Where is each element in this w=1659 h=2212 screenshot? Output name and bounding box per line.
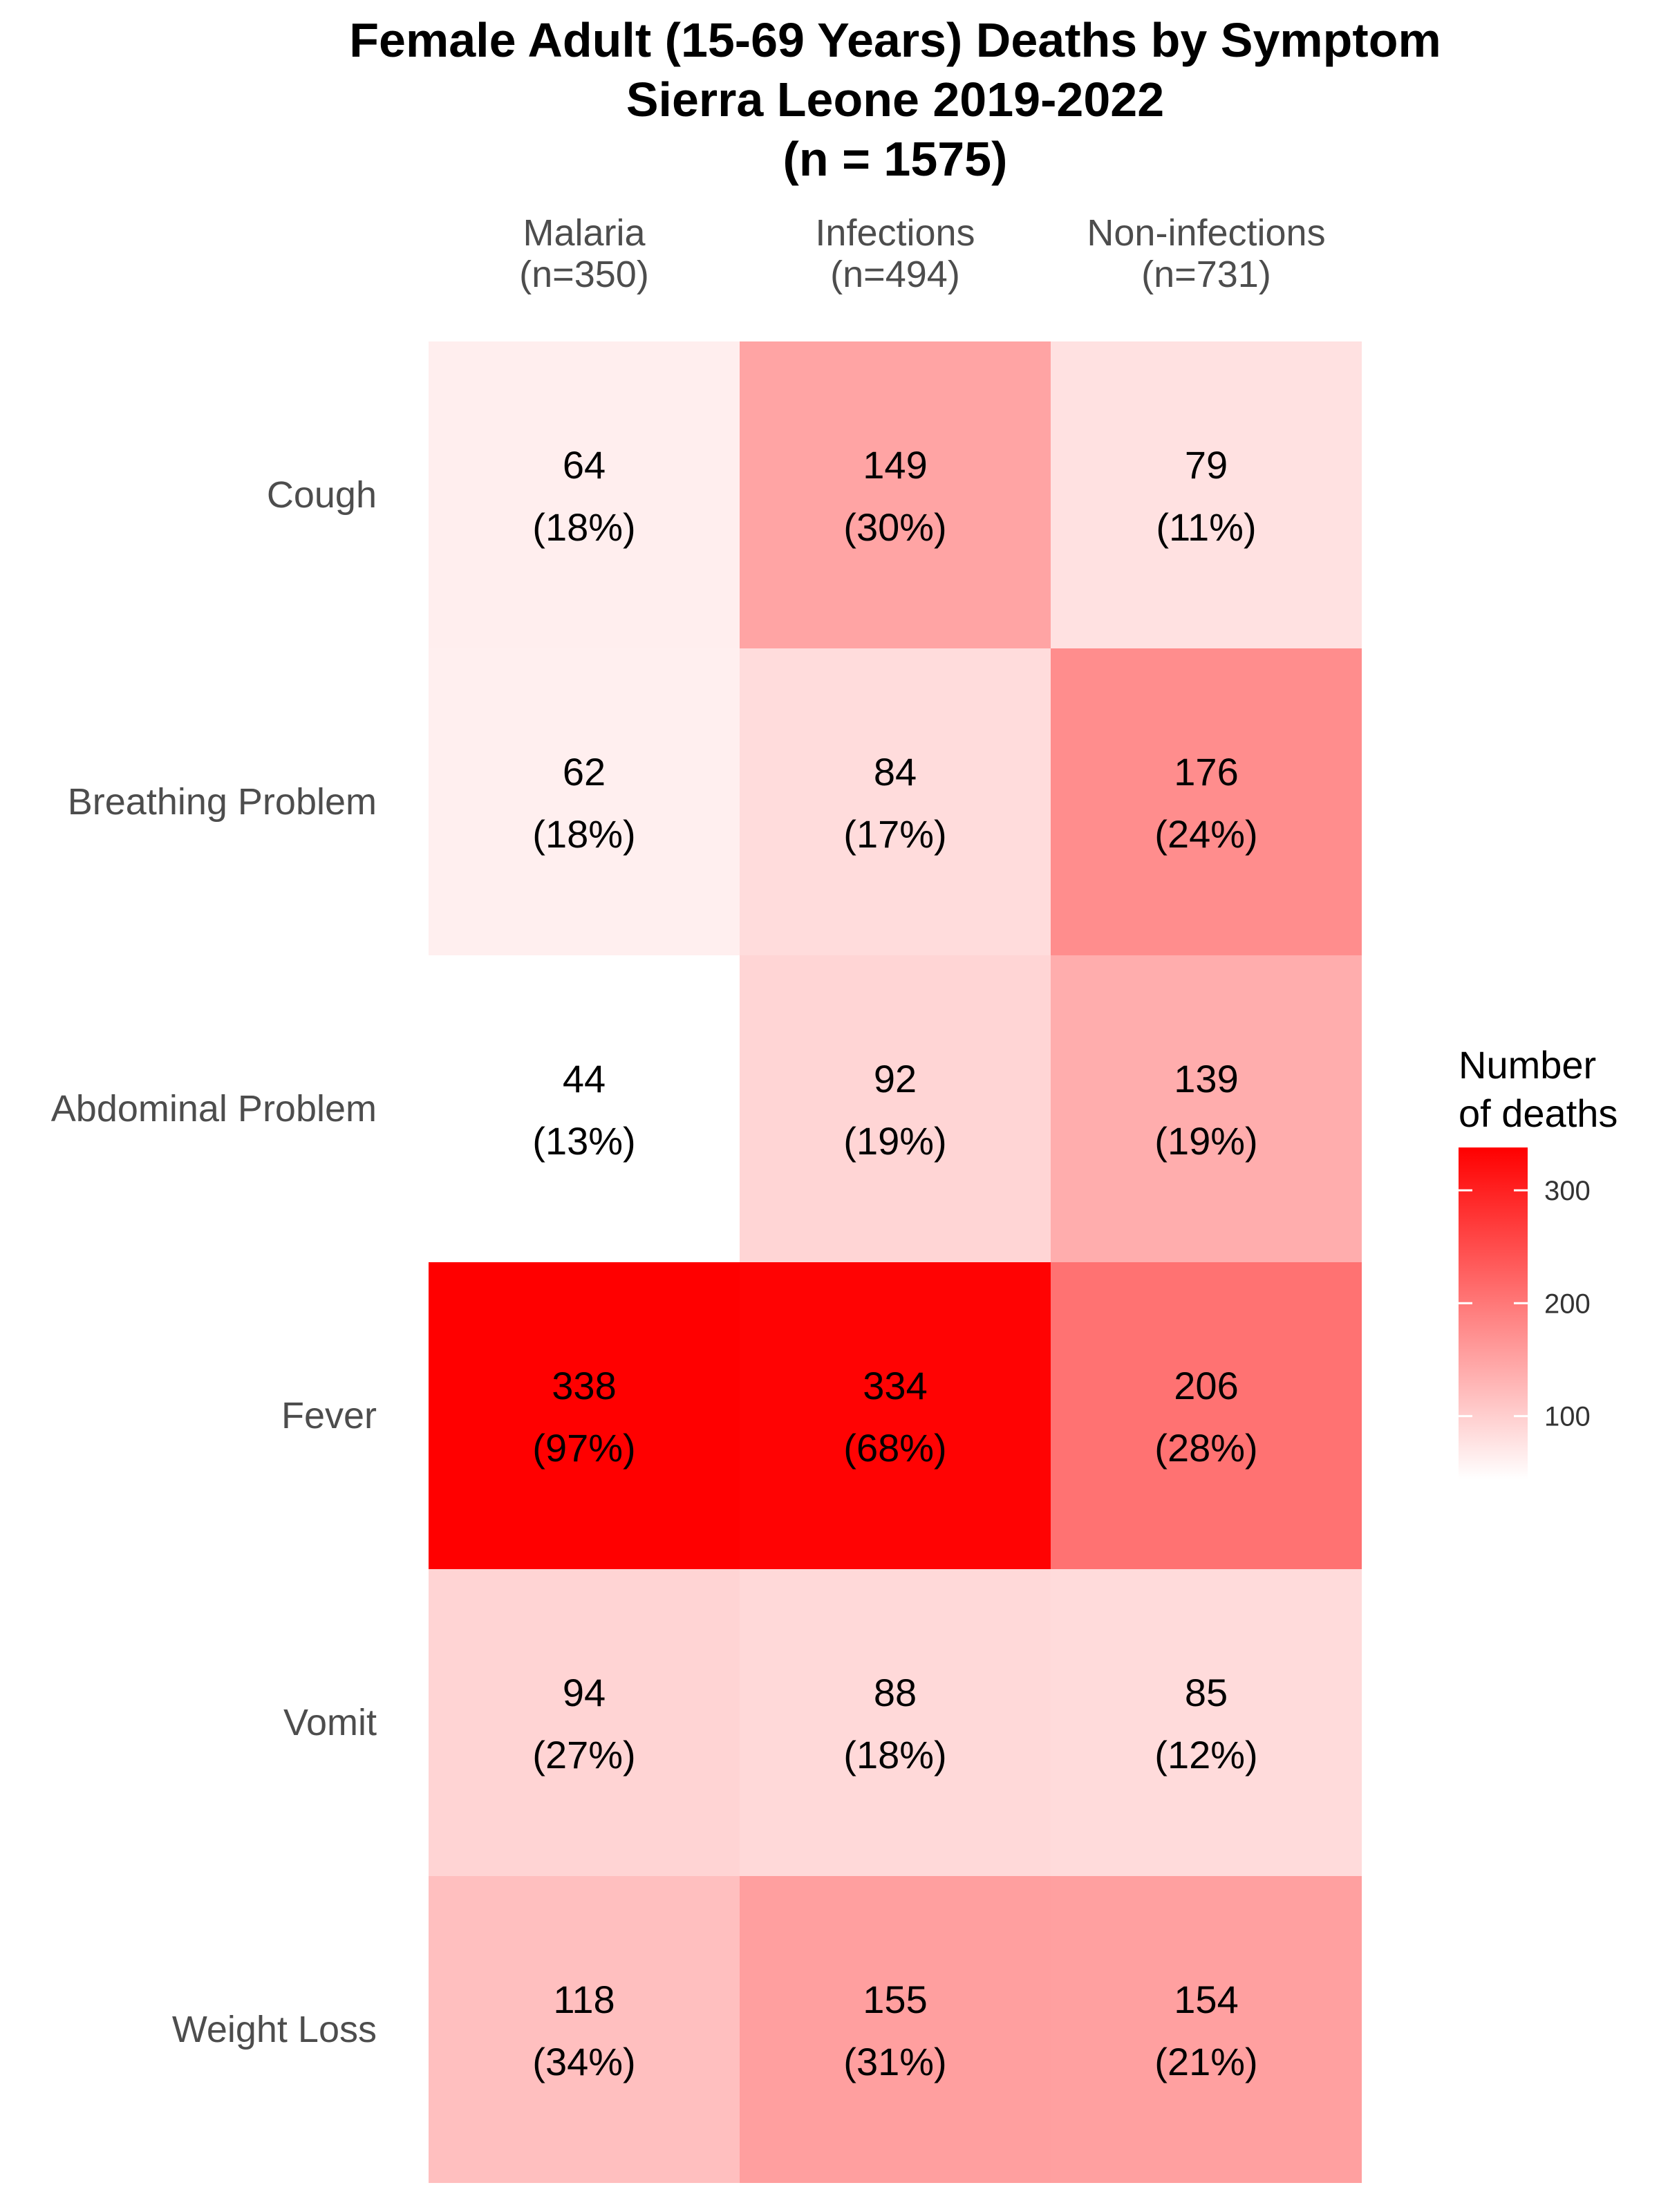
heatmap-cell bbox=[1051, 1569, 1362, 1876]
cell-value-label: 154 bbox=[1174, 1978, 1238, 2021]
title-line-2: Sierra Leone 2019-2022 bbox=[626, 73, 1164, 126]
cell-percent-label: (12%) bbox=[1154, 1733, 1257, 1777]
cell-percent-label: (13%) bbox=[532, 1119, 635, 1163]
cell-value-label: 88 bbox=[874, 1671, 917, 1714]
heatmap-cell bbox=[740, 1569, 1051, 1876]
row-label-2: Abdominal Problem bbox=[51, 1088, 377, 1130]
column-labels: Malaria(n=350) Infections(n=494) Non-infec… bbox=[519, 212, 1325, 295]
cell-value-label: 84 bbox=[874, 750, 917, 794]
legend-ticks: 100 200 300 bbox=[1459, 1176, 1591, 1432]
heatmap-cell bbox=[429, 648, 740, 955]
cell-value-label: 85 bbox=[1185, 1671, 1228, 1714]
cell-value-label: 149 bbox=[863, 443, 927, 487]
column-label-2: Non-infections bbox=[1087, 212, 1325, 254]
heatmap-cell bbox=[429, 1569, 740, 1876]
heatmap-cell bbox=[740, 1876, 1051, 2183]
column-label-0: Malaria bbox=[523, 212, 646, 254]
column-n-label-2: (n=731) bbox=[1141, 254, 1271, 295]
cell-value-label: 206 bbox=[1174, 1364, 1238, 1407]
cell-percent-label: (11%) bbox=[1156, 505, 1256, 549]
cell-value-label: 118 bbox=[553, 1978, 615, 2021]
row-label-3: Fever bbox=[281, 1395, 377, 1436]
row-labels: Cough Breathing Problem Abdominal Problem F… bbox=[51, 474, 377, 2050]
legend-title-line-1: Number bbox=[1459, 1043, 1596, 1087]
cell-value-label: 79 bbox=[1185, 443, 1228, 487]
heatmap-cell bbox=[1051, 341, 1362, 648]
heatmap-cell bbox=[1051, 648, 1362, 955]
heatmap-cell bbox=[429, 1876, 740, 2183]
cell-value-label: 44 bbox=[563, 1057, 606, 1100]
cell-value-label: 155 bbox=[863, 1978, 927, 2021]
color-legend: Number of deaths 100 200 300 bbox=[1459, 1043, 1618, 1479]
legend-tick-label-0: 100 bbox=[1544, 1402, 1591, 1432]
chart-title: Female Adult (15-69 Years) Deaths by Sym… bbox=[349, 13, 1441, 186]
row-label-1: Breathing Problem bbox=[68, 781, 377, 823]
heatmap-cell bbox=[429, 341, 740, 648]
title-line-3: (n = 1575) bbox=[783, 132, 1008, 186]
cell-value-label: 92 bbox=[874, 1057, 917, 1100]
cell-value-label: 139 bbox=[1174, 1057, 1238, 1100]
cell-percent-label: (18%) bbox=[532, 812, 635, 856]
cell-percent-label: (19%) bbox=[1154, 1119, 1257, 1163]
cell-value-label: 94 bbox=[563, 1671, 606, 1714]
heatmap-cell bbox=[1051, 955, 1362, 1262]
cell-percent-label: (27%) bbox=[532, 1733, 635, 1777]
cell-percent-label: (68%) bbox=[843, 1426, 946, 1470]
column-label-1: Infections bbox=[815, 212, 975, 254]
cell-percent-label: (18%) bbox=[843, 1733, 946, 1777]
cell-value-label: 334 bbox=[863, 1364, 927, 1407]
heatmap-cell bbox=[740, 1262, 1051, 1569]
cell-percent-label: (31%) bbox=[843, 2040, 946, 2083]
cell-percent-label: (28%) bbox=[1154, 1426, 1257, 1470]
cell-percent-label: (30%) bbox=[843, 505, 946, 549]
cell-value-label: 62 bbox=[563, 750, 606, 794]
cell-value-label: 64 bbox=[563, 443, 606, 487]
row-label-4: Vomit bbox=[283, 1702, 377, 1743]
row-label-5: Weight Loss bbox=[172, 2009, 377, 2050]
title-line-1: Female Adult (15-69 Years) Deaths by Sym… bbox=[349, 13, 1441, 67]
cell-value-label: 176 bbox=[1174, 750, 1238, 794]
legend-tick-label-1: 200 bbox=[1544, 1288, 1591, 1319]
row-label-0: Cough bbox=[267, 474, 377, 516]
heatmap-cell bbox=[740, 648, 1051, 955]
heatmap-cell bbox=[1051, 1262, 1362, 1569]
heatmap-cell bbox=[740, 955, 1051, 1262]
cell-percent-label: (18%) bbox=[532, 505, 635, 549]
heatmap-cell bbox=[429, 955, 740, 1262]
cell-percent-label: (97%) bbox=[532, 1426, 635, 1470]
cell-percent-label: (21%) bbox=[1154, 2040, 1257, 2083]
legend-title-line-2: of deaths bbox=[1459, 1091, 1618, 1135]
heatmap-cells: 64 (18%) 149 (30%) 79 (11%) 62 (18%) 84 (17%) 176 (… bbox=[429, 341, 1362, 2183]
cell-percent-label: (34%) bbox=[532, 2040, 635, 2083]
heatmap-cell bbox=[1051, 1876, 1362, 2183]
cell-percent-label: (17%) bbox=[843, 812, 946, 856]
legend-color-bar bbox=[1459, 1147, 1528, 1479]
column-n-label-1: (n=494) bbox=[830, 254, 960, 295]
heatmap-cell bbox=[740, 341, 1051, 648]
column-n-label-0: (n=350) bbox=[519, 254, 649, 295]
cell-percent-label: (24%) bbox=[1154, 812, 1257, 856]
legend-tick-label-2: 300 bbox=[1544, 1176, 1591, 1206]
cell-percent-label: (19%) bbox=[843, 1119, 946, 1163]
cell-value-label: 338 bbox=[552, 1364, 616, 1407]
heatmap-cell bbox=[429, 1262, 740, 1569]
